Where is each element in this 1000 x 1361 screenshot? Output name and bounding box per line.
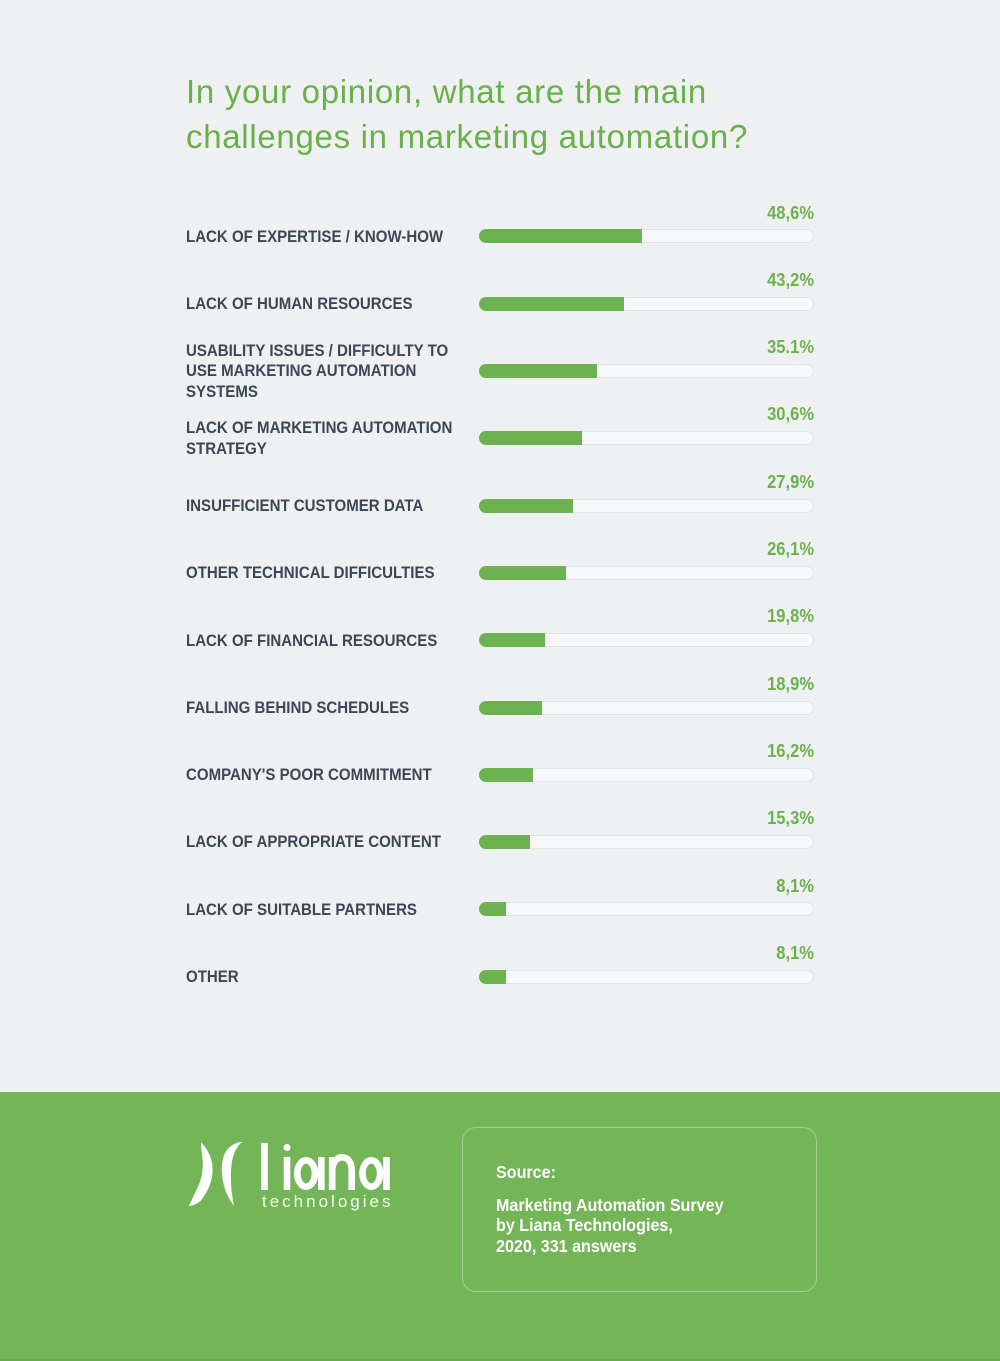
svg-text:technologies: technologies (262, 1192, 393, 1211)
